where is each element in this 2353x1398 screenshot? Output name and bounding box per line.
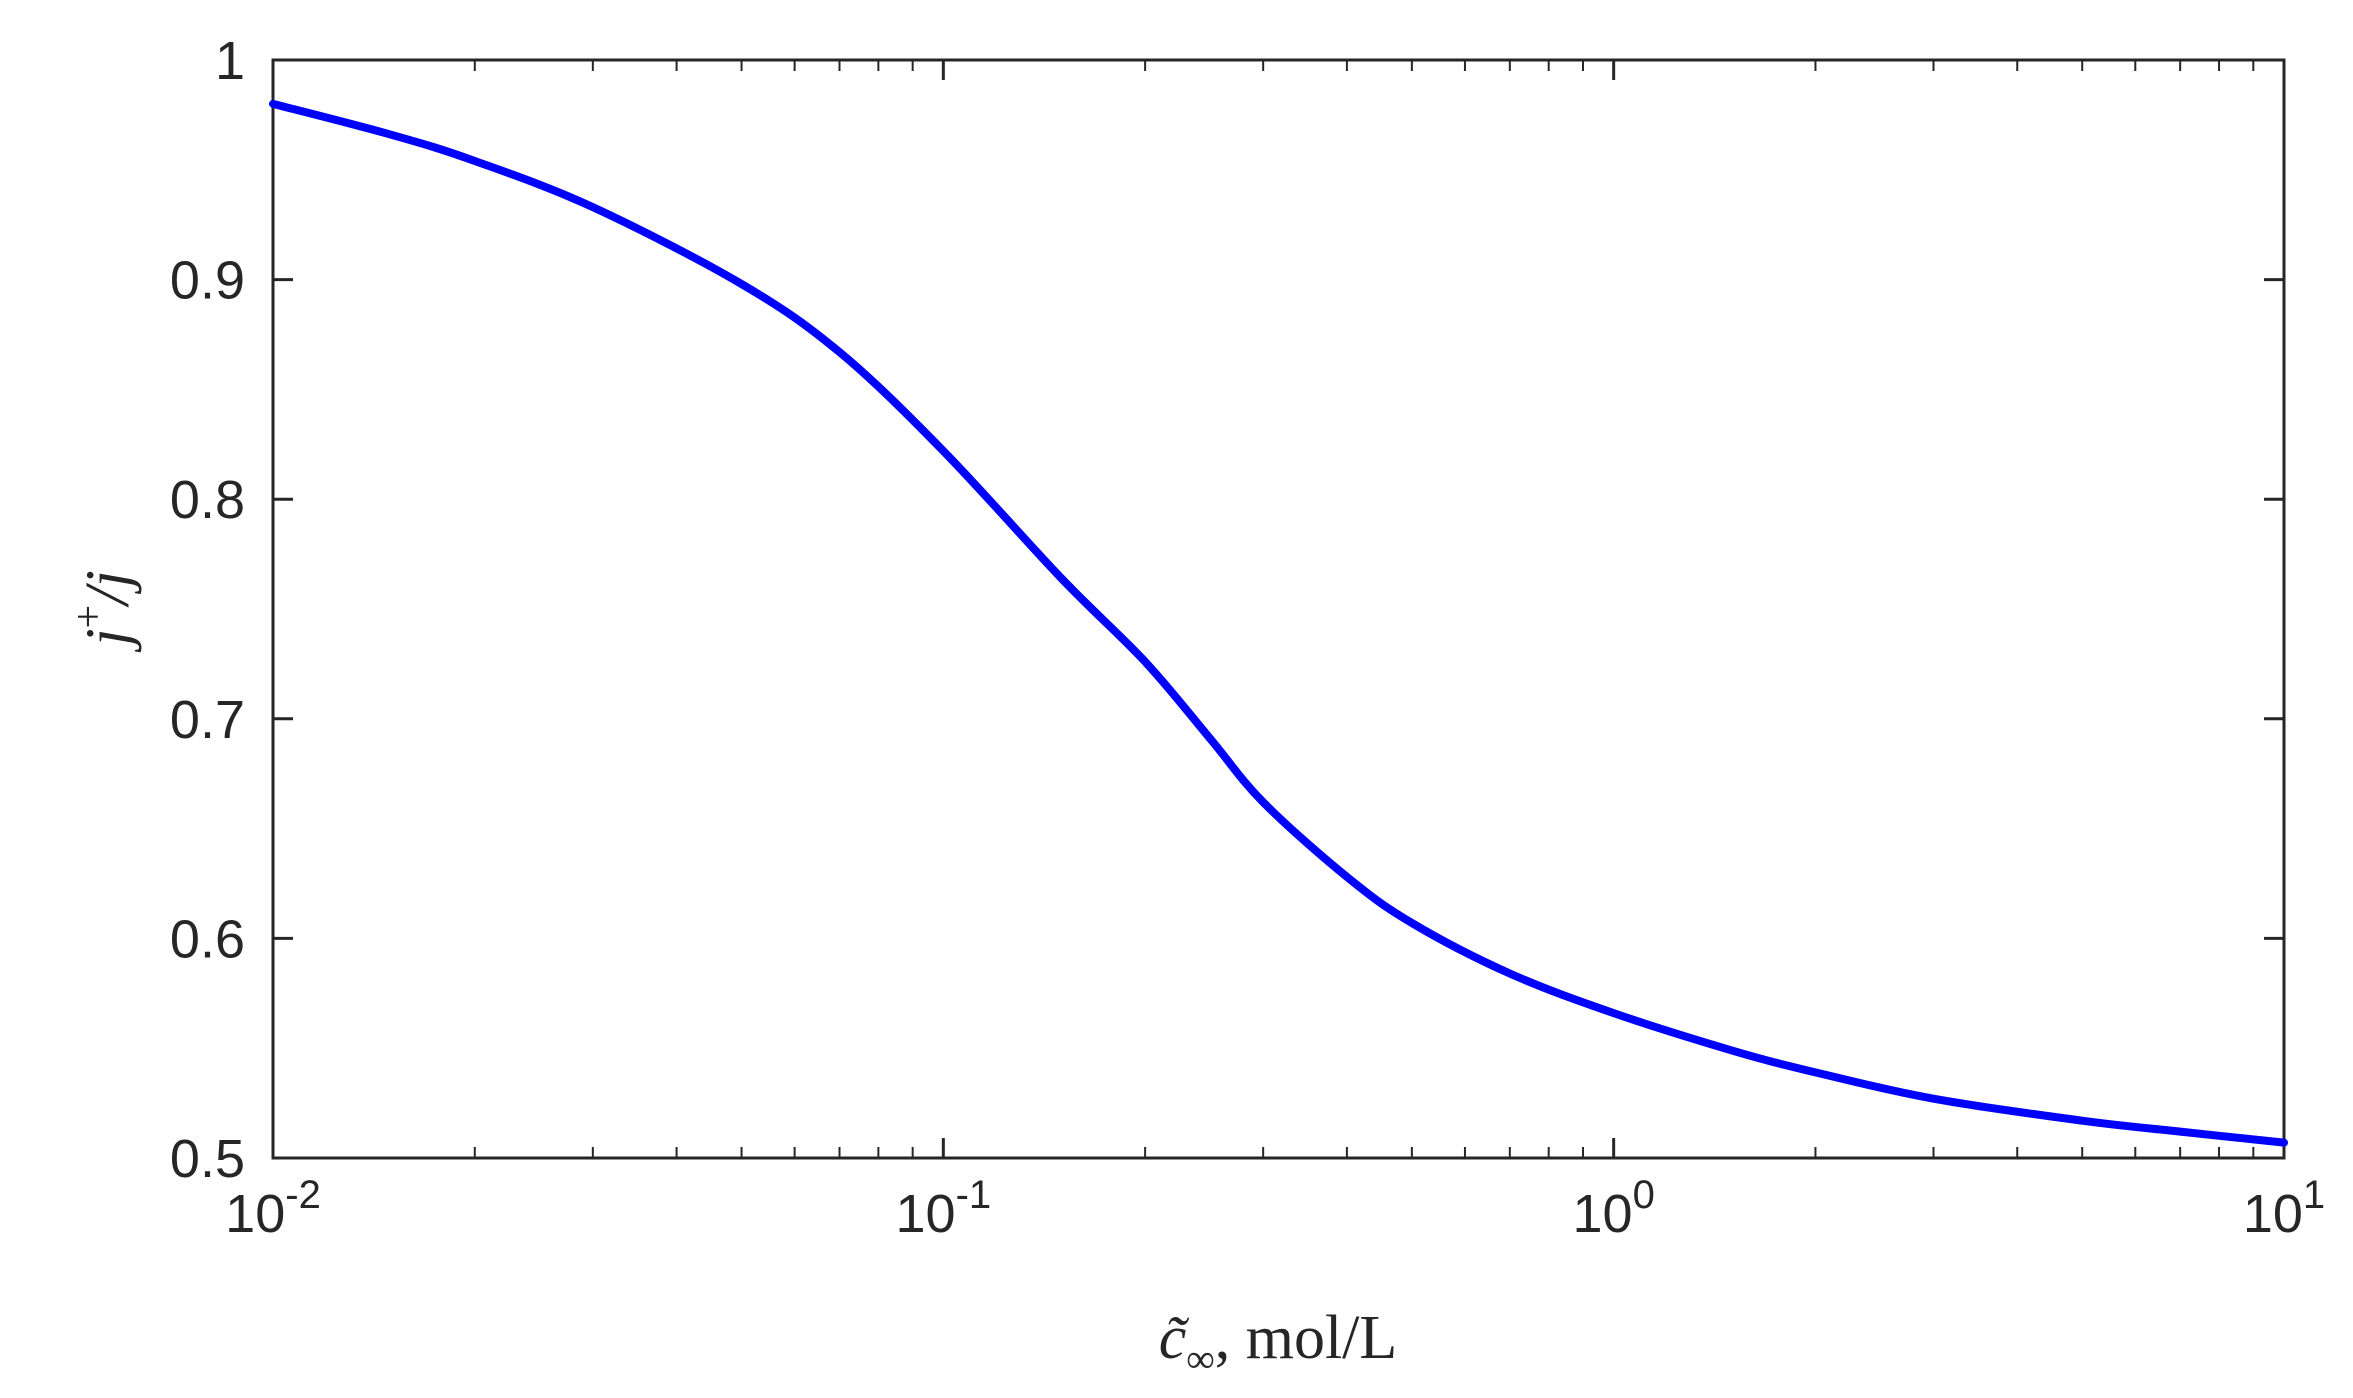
y-tick-label: 0.5 [170,1129,245,1189]
x-tick-labels: 10-2 10-1 100 101 [225,1173,2325,1244]
minor-ticks [473,60,2255,1158]
y-tick-label: 0.7 [170,690,245,750]
x-tick-label: 100 [1573,1173,1655,1244]
x-tick-label: 101 [2243,1173,2325,1244]
y-tick-labels: 0.5 0.6 0.7 0.8 0.9 1 [170,31,245,1189]
y-tick-label: 0.6 [170,909,245,969]
y-tick-label: 0.9 [170,251,245,311]
y-tick-label: 0.8 [170,470,245,530]
plot-area [271,58,2286,1160]
x-tick-label: 10-2 [225,1173,321,1244]
x-tick-label: 10-1 [896,1173,992,1244]
y-tick-label: 1 [215,31,245,91]
x-axis-label: c̃∞, mol/L [1159,1304,1398,1381]
series-line [269,99,2288,1147]
major-ticks [271,58,2286,1160]
y-axis-label: j+/j [66,570,142,652]
